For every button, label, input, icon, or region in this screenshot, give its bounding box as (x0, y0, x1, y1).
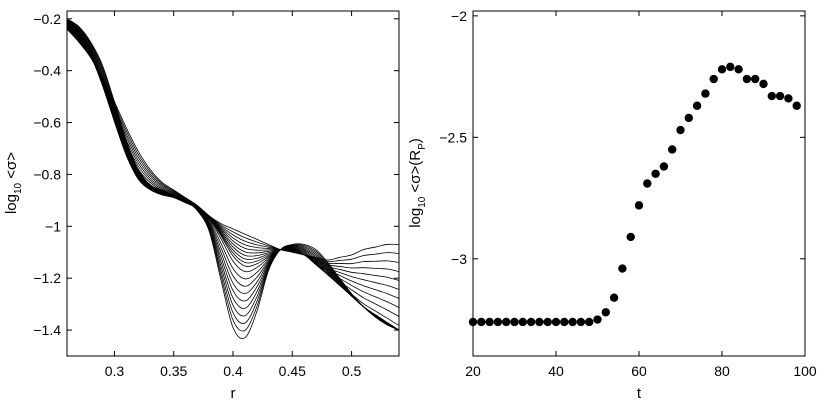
data-point (468, 317, 478, 327)
x-tick-label: 0.35 (160, 363, 187, 379)
data-point (734, 65, 743, 74)
curve-line-15 (67, 19, 399, 331)
y-tick-label: −3 (451, 251, 467, 267)
data-point (742, 74, 752, 84)
data-point (576, 317, 586, 327)
data-point (502, 317, 511, 327)
x-tick-label: 80 (714, 363, 730, 379)
data-point (493, 317, 503, 327)
data-point (560, 317, 569, 327)
curve-line-3 (67, 27, 399, 265)
curve-line-1 (67, 28, 399, 261)
data-point (717, 65, 727, 74)
curve-line-16 (67, 19, 399, 331)
x-tick-label: 100 (793, 363, 817, 379)
left-plot-frame (66, 10, 400, 357)
left-panel: 0.3 0.35 0.4 0.45 0.5 −1.4 −1.2 −1 −0.8 −0.6 −0.4… (3, 10, 400, 402)
data-point (518, 317, 527, 327)
left-y-axis-label: log10 <σ> (3, 152, 24, 214)
data-point (775, 91, 785, 101)
right-points (468, 62, 801, 327)
data-point (568, 317, 577, 327)
curve-line-17 (67, 19, 399, 331)
data-point (751, 74, 760, 84)
data-point (784, 94, 793, 103)
right-plot-frame (472, 10, 806, 357)
left-curves (67, 18, 399, 340)
curve-line-14 (67, 20, 399, 331)
y-tick-label: −1.4 (33, 322, 61, 338)
data-point (684, 113, 693, 123)
curve-line-12 (67, 20, 399, 331)
data-point (668, 145, 677, 154)
x-tick-label: 0.3 (105, 363, 125, 379)
data-point (792, 101, 801, 110)
y-tick-label: −0.6 (33, 115, 61, 131)
curve-line-11 (67, 20, 399, 331)
y-tick-label: −1.2 (33, 270, 61, 286)
data-point (692, 101, 702, 110)
x-tick-label: 20 (465, 363, 481, 379)
data-point (701, 89, 710, 98)
right-y-axis-label: log10 <σ>(RP) (407, 138, 428, 228)
data-point (651, 169, 660, 178)
right-y-axis: −3 −2.5 −2 (439, 8, 805, 267)
data-point (485, 317, 494, 327)
data-point (676, 125, 685, 135)
data-point (709, 74, 718, 84)
right-panel: 20 40 60 80 100 −3 −2.5 −2 t log10 <σ>(RP) (407, 8, 817, 402)
data-point (593, 315, 602, 324)
data-point (626, 232, 635, 242)
y-tick-label: −0.8 (33, 166, 61, 182)
data-point (609, 293, 619, 302)
x-tick-label: 0.4 (223, 363, 243, 379)
curve-line-2 (67, 28, 399, 263)
data-point (767, 91, 776, 101)
x-tick-label: 60 (631, 363, 647, 379)
right-x-axis-label: t (637, 385, 642, 402)
data-point (643, 179, 652, 188)
y-tick-label: −1 (45, 218, 61, 234)
curve-line-20 (67, 18, 399, 340)
x-tick-label: 0.45 (279, 363, 306, 379)
y-tick-label: −2 (451, 8, 467, 24)
data-point (601, 308, 610, 317)
data-point (618, 264, 627, 273)
x-tick-label: 0.5 (342, 363, 362, 379)
left-x-axis: 0.3 0.35 0.4 0.45 0.5 (105, 11, 362, 379)
curve-line-13 (67, 20, 399, 331)
data-point (477, 317, 486, 327)
data-point (726, 62, 735, 72)
data-point (526, 317, 536, 327)
data-point (535, 317, 544, 327)
data-point (659, 162, 669, 171)
data-point (543, 317, 552, 327)
y-tick-label: −0.4 (33, 63, 61, 79)
x-tick-label: 40 (548, 363, 564, 379)
data-point (551, 317, 561, 327)
data-point (510, 317, 519, 327)
data-point (759, 79, 768, 89)
data-point (585, 317, 594, 327)
left-y-axis: −1.4 −1.2 −1 −0.8 −0.6 −0.4 −0.2 (33, 11, 399, 338)
right-x-axis: 20 40 60 80 100 (465, 11, 817, 379)
left-x-axis-label: r (231, 385, 236, 402)
y-tick-label: −2.5 (439, 129, 467, 145)
data-point (634, 201, 644, 210)
y-tick-label: −0.2 (33, 11, 61, 27)
